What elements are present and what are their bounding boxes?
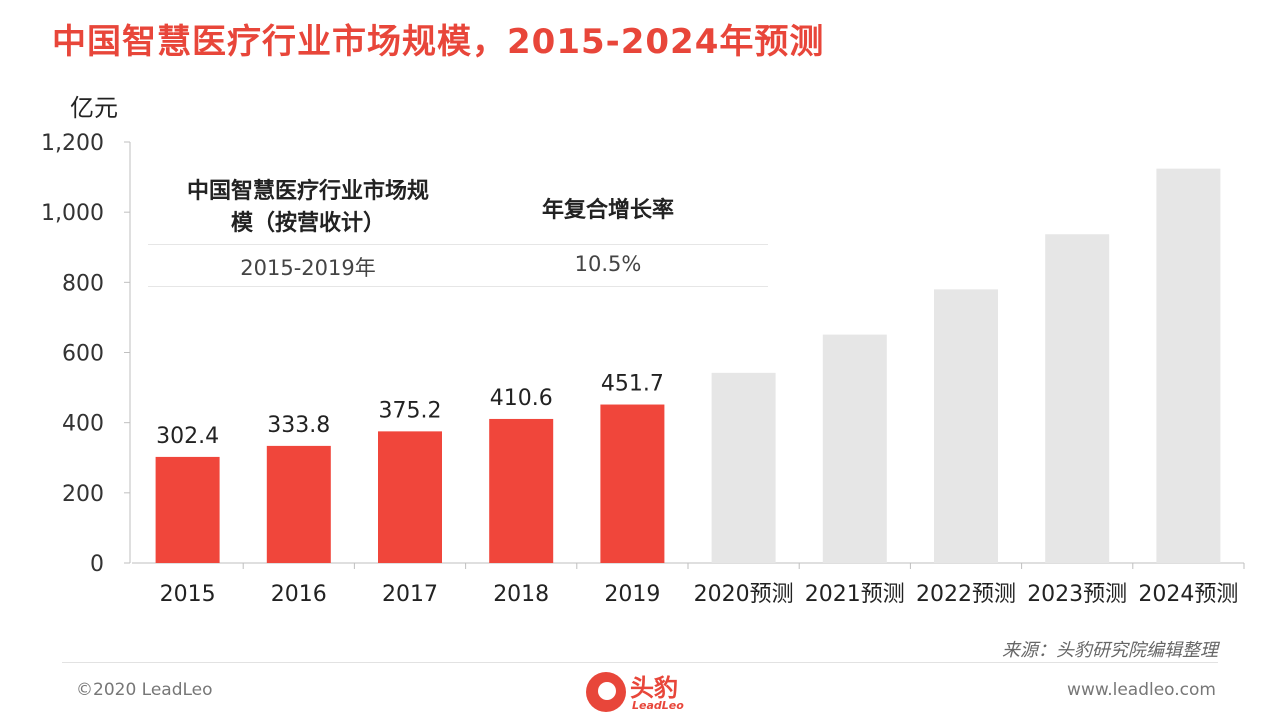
y-tick-label: 1,000: [41, 201, 104, 226]
data-label: 302.4: [156, 424, 219, 449]
data-label: 333.8: [267, 413, 330, 438]
page-title: 中国智慧医疗行业市场规模，2015-2024年预测: [52, 22, 825, 62]
y-tick-label: 800: [62, 271, 104, 296]
cagr-table-divider: [148, 286, 768, 287]
x-tick-label: 2020预测: [694, 582, 794, 607]
y-tick-label: 600: [62, 342, 104, 367]
x-tick-label: 2023预测: [1027, 582, 1127, 607]
copyright-text: ©2020 LeadLeo: [76, 680, 213, 700]
x-tick-label: 2017: [382, 582, 438, 607]
cagr-table-rate: 10.5%: [574, 252, 642, 276]
bar: [711, 372, 776, 563]
bar: [822, 334, 887, 563]
bar: [378, 431, 442, 563]
logo-text-cn: 头豹: [630, 674, 678, 702]
y-tick-label: 1,200: [41, 131, 104, 156]
bar: [934, 289, 998, 563]
x-tick-label: 2015: [160, 582, 216, 607]
leopard-icon: [586, 672, 626, 712]
bar: [1045, 234, 1110, 563]
cagr-table-period: 2015-2019年: [240, 256, 376, 280]
cagr-table-divider: [148, 244, 768, 245]
y-tick-label: 400: [62, 412, 104, 437]
bar: [600, 404, 665, 563]
y-axis-unit: 亿元: [70, 94, 118, 122]
footer-divider: [62, 662, 1218, 663]
y-tick-label: 200: [62, 482, 104, 507]
x-tick-label: 2016: [271, 582, 327, 607]
y-tick-label: 0: [90, 552, 104, 577]
data-label: 451.7: [601, 372, 664, 397]
bar: [155, 456, 220, 563]
x-tick-label: 2024预测: [1138, 582, 1238, 607]
source-note: 来源：头豹研究院编辑整理: [1002, 640, 1218, 661]
x-tick-label: 2019: [604, 582, 660, 607]
cagr-table-header-cagr: 年复合增长率: [541, 198, 674, 223]
x-tick-label: 2022预测: [916, 582, 1016, 607]
bar: [1156, 168, 1221, 563]
data-label: 410.6: [490, 386, 553, 411]
data-label: 375.2: [379, 398, 442, 423]
x-tick-label: 2018: [493, 582, 549, 607]
logo-text-en: LeadLeo: [632, 699, 684, 712]
website-link[interactable]: www.leadleo.com: [1067, 680, 1216, 700]
cagr-table-header-market: 中国智慧医疗行业市场规模（按营收计）: [186, 179, 429, 236]
bar: [489, 418, 554, 563]
x-tick-label: 2021预测: [805, 582, 905, 607]
bar: [266, 445, 331, 563]
leadleo-logo: 头豹 LeadLeo: [586, 668, 696, 718]
